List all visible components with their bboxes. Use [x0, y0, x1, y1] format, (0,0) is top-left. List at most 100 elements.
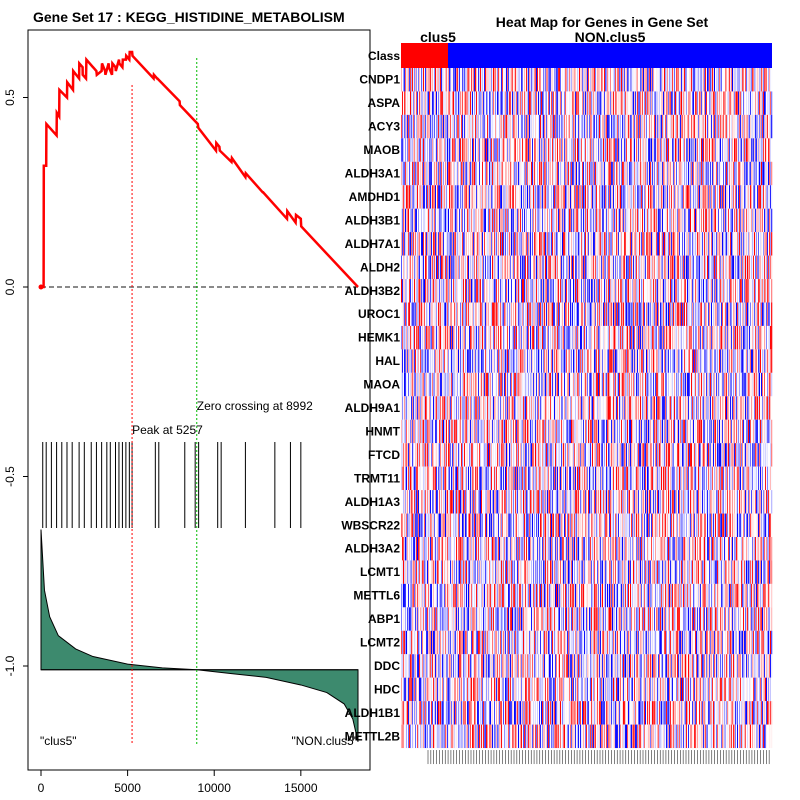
heatmap-cell	[728, 232, 730, 256]
heatmap-cell	[677, 185, 679, 209]
heatmap-cell	[691, 114, 693, 139]
heatmap-cell	[607, 185, 609, 209]
heatmap-cell	[521, 114, 523, 139]
heatmap-cell	[575, 161, 577, 186]
heatmap-cell	[461, 255, 463, 280]
heatmap-cell	[693, 91, 695, 115]
heatmap-cell	[443, 302, 445, 326]
heatmap-cell	[658, 255, 660, 280]
heatmap-cell	[706, 232, 708, 256]
heatmap-cell	[754, 161, 756, 186]
heatmap-cell	[573, 279, 575, 303]
heatmap-cell	[498, 349, 500, 373]
heatmap-cell	[703, 138, 705, 162]
heatmap-cell	[435, 255, 437, 280]
heatmap-cell	[601, 349, 603, 373]
heatmap-cell	[466, 68, 468, 92]
heatmap-cell	[599, 68, 601, 92]
heatmap-cell	[561, 185, 563, 209]
heatmap-cell	[423, 232, 425, 256]
heatmap-cell	[748, 68, 750, 92]
heatmap-cell	[452, 114, 454, 139]
heatmap-cell	[408, 68, 410, 92]
heatmap-cell	[416, 372, 418, 397]
heatmap-cell	[417, 91, 419, 115]
heatmap-cell	[685, 325, 687, 350]
heatmap-cell	[410, 68, 412, 92]
heatmap-cell	[688, 302, 690, 326]
heatmap-cell	[430, 232, 432, 256]
heatmap-cell	[699, 232, 701, 256]
heatmap-cell	[556, 208, 558, 233]
heatmap-cell	[417, 138, 419, 162]
heatmap-cell	[436, 114, 438, 139]
heatmap-cell	[548, 138, 550, 162]
heatmap-cell	[549, 68, 551, 92]
heatmap-cell	[520, 91, 522, 115]
heatmap-cell	[689, 68, 691, 92]
heatmap-cell	[761, 349, 763, 373]
heatmap-cell	[627, 161, 629, 186]
heatmap-cell	[616, 91, 618, 115]
heatmap-cell	[591, 279, 593, 303]
heatmap-cell	[414, 325, 416, 350]
heatmap-cell	[684, 325, 686, 350]
heatmap-cell	[497, 91, 499, 115]
heatmap-cell	[490, 185, 492, 209]
heatmap-cell	[559, 232, 561, 256]
heatmap-cell	[723, 232, 725, 256]
heatmap-cell	[599, 161, 601, 186]
heatmap-cell	[650, 161, 652, 186]
heatmap-cell	[681, 91, 683, 115]
heatmap-cell	[714, 255, 716, 280]
heatmap-cell	[716, 349, 718, 373]
heatmap-cell	[442, 161, 444, 186]
heatmap-cell	[632, 208, 634, 233]
heatmap-cell	[555, 232, 557, 256]
heatmap-cell	[750, 232, 752, 256]
heatmap-cell	[417, 114, 419, 139]
heatmap-cell	[408, 138, 410, 162]
heatmap-cell	[693, 185, 695, 209]
heatmap-cell	[506, 232, 508, 256]
heatmap-cell	[727, 302, 729, 326]
heatmap-cell	[509, 279, 511, 303]
heatmap-cell	[582, 161, 584, 186]
heatmap-cell	[428, 372, 430, 397]
heatmap-cell	[678, 302, 680, 326]
heatmap-cell	[520, 302, 522, 326]
heatmap-cell	[516, 138, 518, 162]
heatmap-cell	[554, 302, 556, 326]
heatmap-cell	[423, 255, 425, 280]
heatmap-cell	[549, 349, 551, 373]
heatmap-cell	[413, 302, 415, 326]
heatmap-cell	[511, 232, 513, 256]
heatmap-cell	[409, 325, 411, 350]
heatmap-cell	[586, 208, 588, 233]
heatmap-cell	[591, 302, 593, 326]
heatmap-cell	[671, 279, 673, 303]
heatmap-cell	[601, 68, 603, 92]
heatmap-cell	[626, 138, 628, 162]
heatmap-cell	[459, 161, 461, 186]
heatmap-cell	[620, 279, 622, 303]
heatmap-cell	[645, 279, 647, 303]
heatmap-cell	[541, 279, 543, 303]
heatmap-cell	[758, 91, 760, 115]
heatmap-cell	[528, 185, 530, 209]
heatmap-cell	[466, 349, 468, 373]
heatmap-cell	[756, 185, 758, 209]
heatmap-cell	[525, 279, 527, 303]
heatmap-cell	[498, 208, 500, 233]
heatmap-cell	[540, 325, 542, 350]
heatmap-cell	[628, 161, 630, 186]
heatmap-cell	[742, 255, 744, 280]
heatmap-cell	[502, 325, 504, 350]
heatmap-cell	[429, 232, 431, 256]
heatmap-cell	[690, 302, 692, 326]
heatmap-cell	[484, 279, 486, 303]
heatmap-cell	[630, 208, 632, 233]
heatmap-cell	[718, 161, 720, 186]
heatmap-cell	[721, 302, 723, 326]
heatmap-cell	[595, 68, 597, 92]
